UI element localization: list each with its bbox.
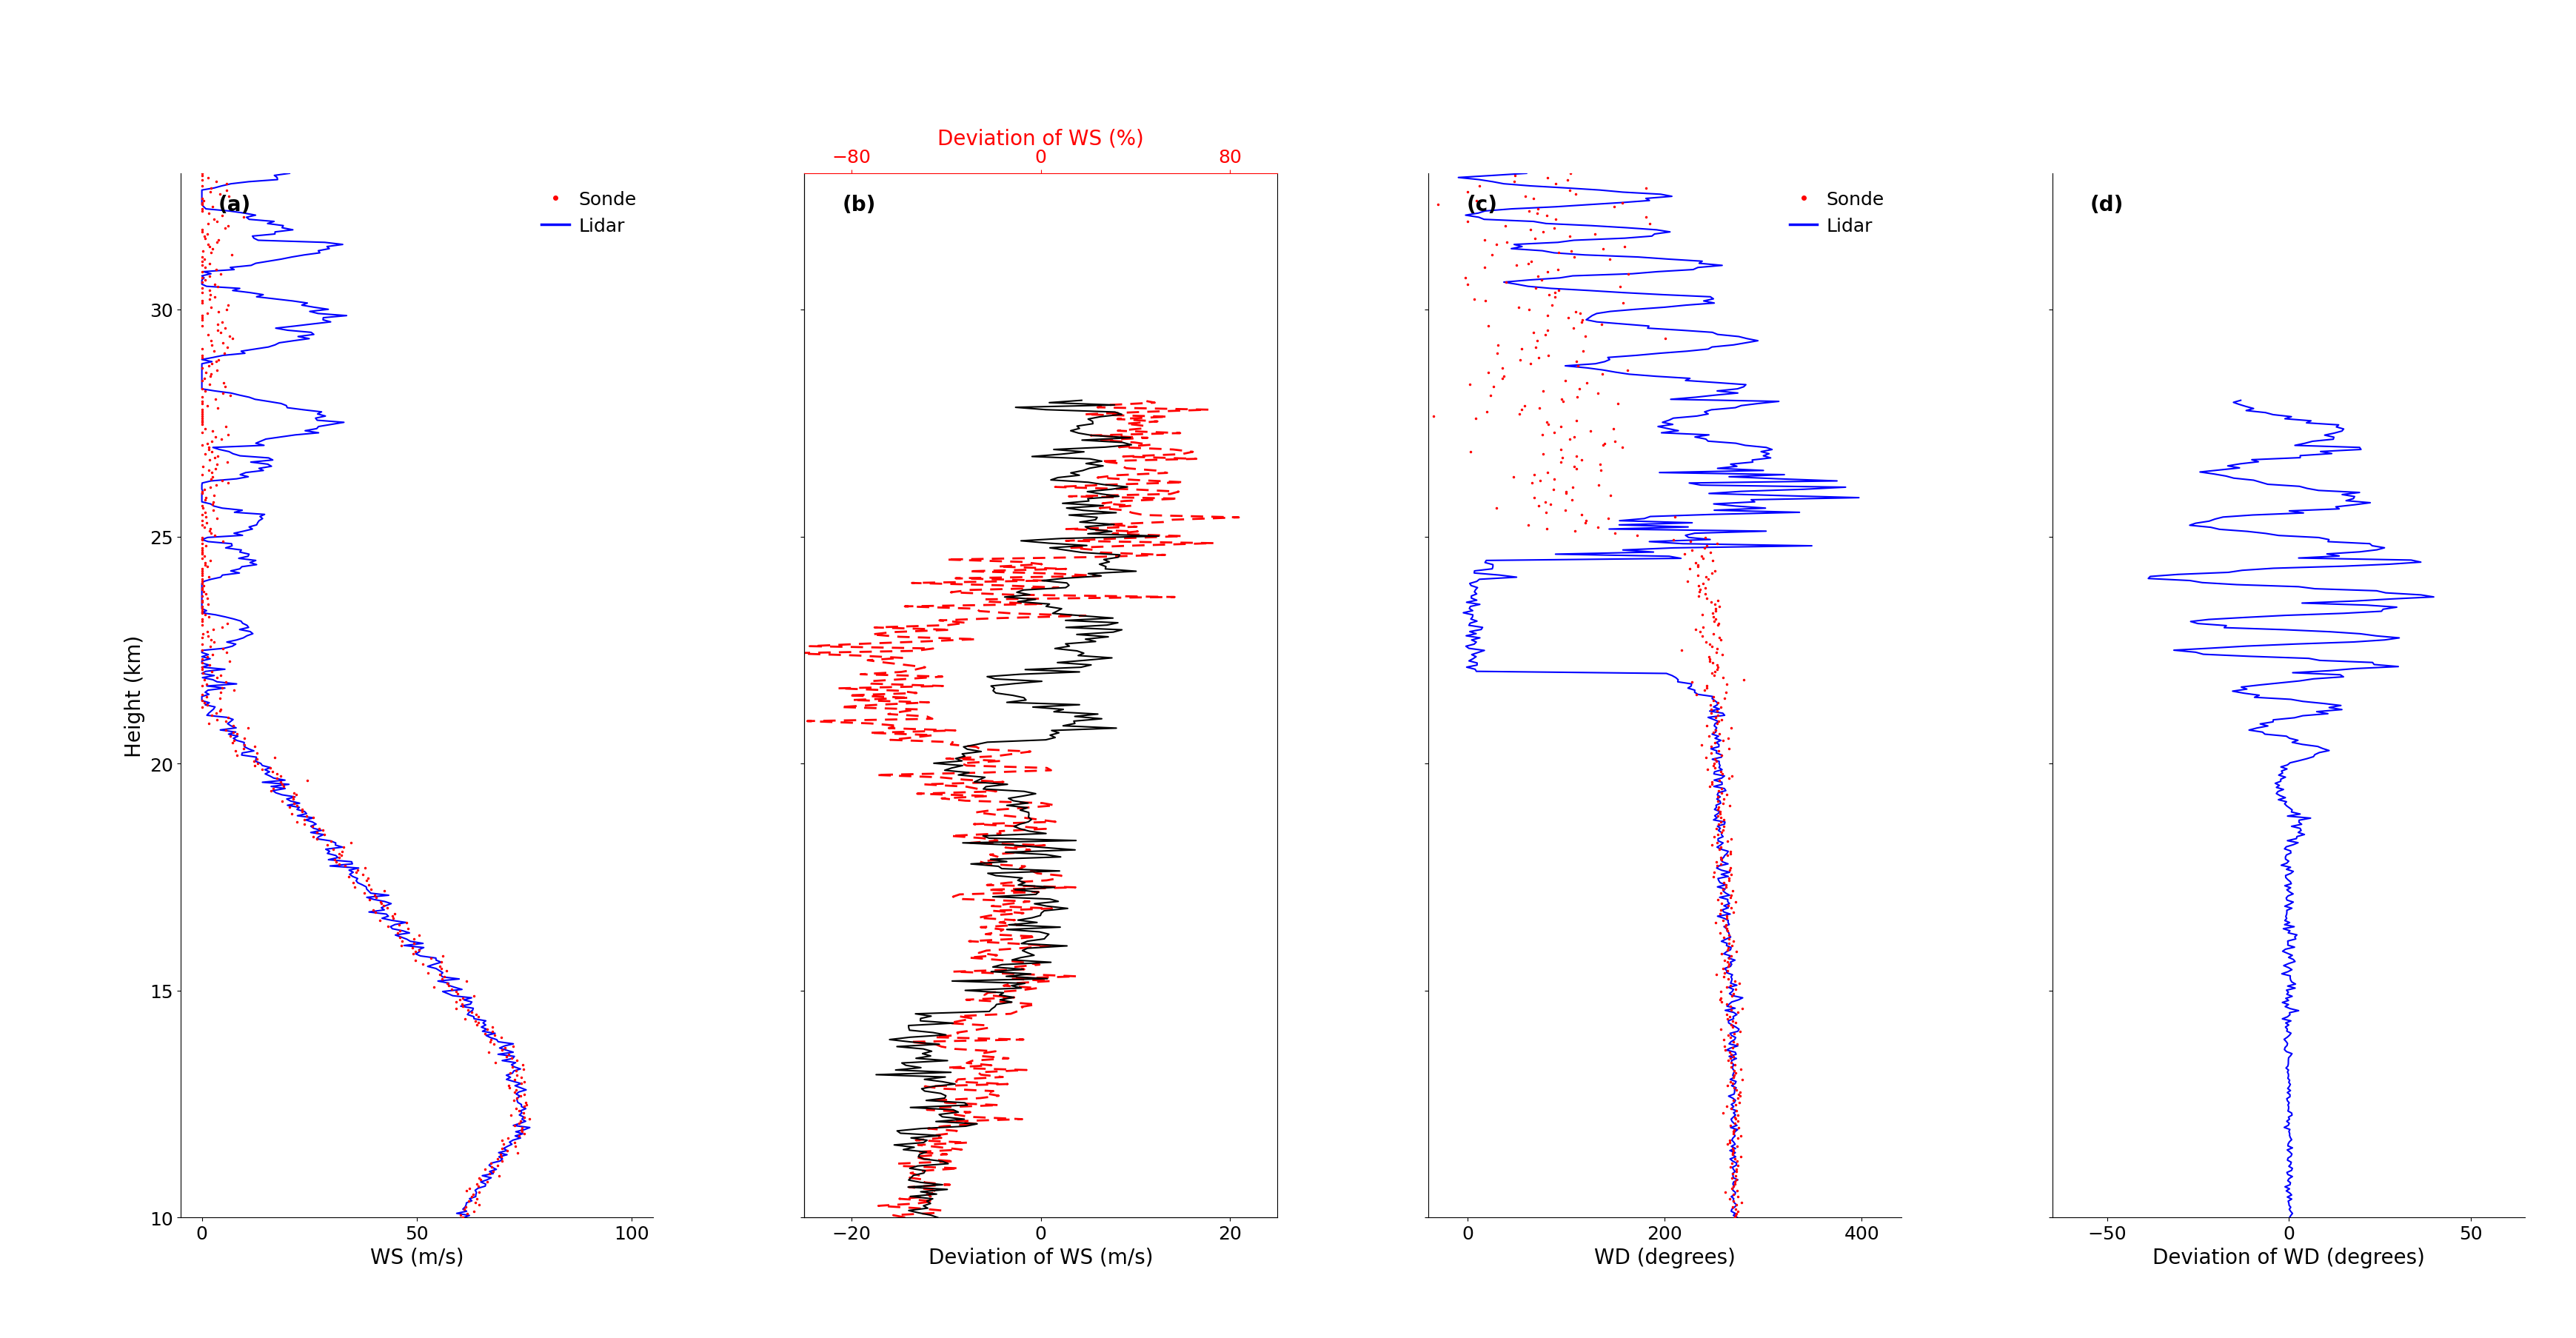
- X-axis label: WD (degrees): WD (degrees): [1595, 1247, 1736, 1267]
- X-axis label: Deviation of WS (m/s): Deviation of WS (m/s): [927, 1247, 1154, 1267]
- X-axis label: WS (m/s): WS (m/s): [371, 1247, 464, 1267]
- Text: (a): (a): [219, 195, 250, 215]
- Legend: Sonde, Lidar: Sonde, Lidar: [533, 183, 644, 242]
- Y-axis label: Height (km): Height (km): [124, 634, 144, 757]
- Text: (c): (c): [1466, 195, 1497, 215]
- X-axis label: Deviation of WD (degrees): Deviation of WD (degrees): [2151, 1247, 2424, 1267]
- Text: (d): (d): [2089, 195, 2123, 215]
- Text: (b): (b): [842, 195, 876, 215]
- Legend: Sonde, Lidar: Sonde, Lidar: [1783, 183, 1891, 242]
- X-axis label: Deviation of WS (%): Deviation of WS (%): [938, 128, 1144, 150]
